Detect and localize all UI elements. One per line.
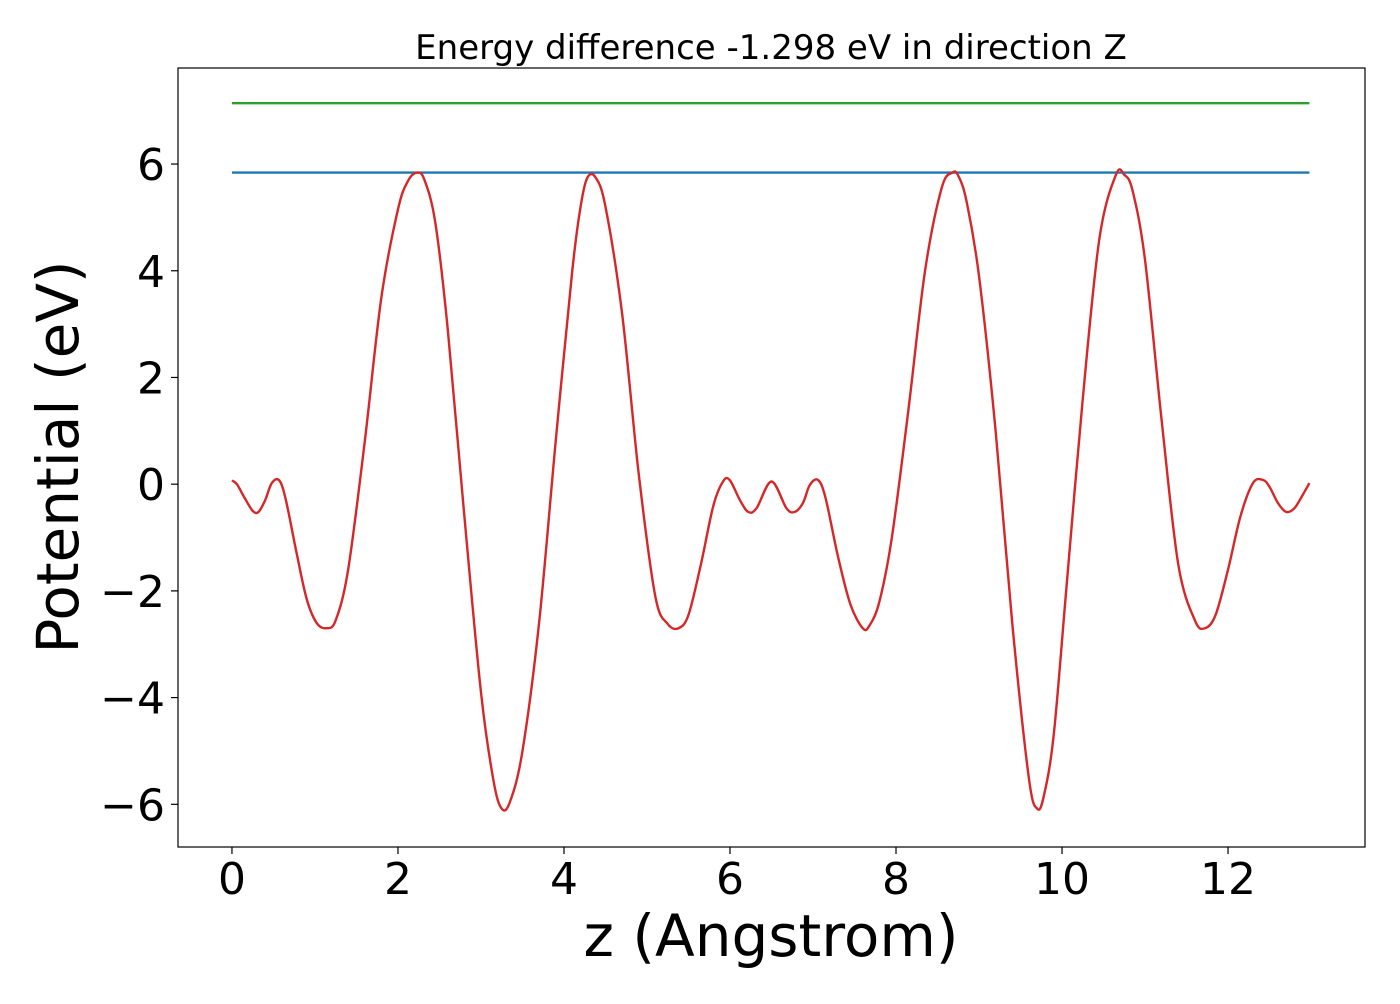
x-tick-label: 0 <box>218 854 246 905</box>
y-tick-label: 6 <box>137 140 165 191</box>
y-tick-label: 4 <box>137 247 165 298</box>
x-axis-label: z (Angstrom) <box>584 902 959 970</box>
x-tick-label: 12 <box>1200 854 1256 905</box>
x-tick-label: 4 <box>550 854 578 905</box>
chart-title: Energy difference -1.298 eV in direction… <box>415 28 1127 68</box>
x-tick-label: 2 <box>384 854 412 905</box>
x-tick-label: 8 <box>882 854 910 905</box>
y-axis-label: Potential (eV) <box>24 260 92 653</box>
y-tick-label: −6 <box>100 780 165 831</box>
series-line-3 <box>231 168 1311 812</box>
x-tick-label: 10 <box>1034 854 1090 905</box>
y-tick-label: 0 <box>137 460 165 511</box>
y-tick-label: 2 <box>137 353 165 404</box>
x-tick-label: 6 <box>716 854 744 905</box>
y-axis: −6 −4 −2 0 2 4 6 <box>100 140 178 831</box>
y-tick-label: −4 <box>100 674 165 725</box>
series-layer <box>231 102 1311 812</box>
y-tick-label: −2 <box>100 567 165 618</box>
x-axis: 0 2 4 6 8 10 12 <box>218 847 1256 905</box>
plot-frame <box>177 67 1366 848</box>
